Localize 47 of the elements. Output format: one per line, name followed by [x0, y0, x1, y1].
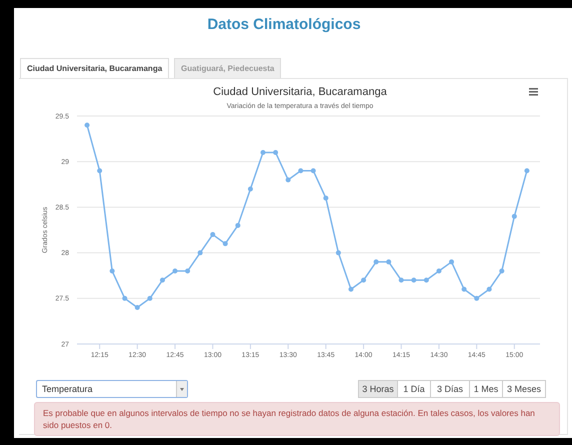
point	[386, 259, 392, 264]
text: Temperatura	[36, 380, 188, 398]
point	[198, 250, 203, 256]
point	[449, 259, 454, 264]
point	[147, 296, 152, 301]
point	[424, 278, 429, 283]
point	[524, 168, 530, 174]
text: Guatiguará, Piedecuesta	[174, 58, 282, 79]
point	[499, 268, 504, 274]
point	[160, 278, 165, 283]
point	[248, 186, 253, 192]
point	[462, 286, 467, 292]
point	[97, 168, 102, 174]
text: Ciudad Universitaria, Bucaramanga	[20, 58, 170, 79]
point	[134, 305, 140, 310]
point	[374, 259, 379, 264]
point	[310, 168, 316, 174]
point	[436, 268, 442, 274]
point	[398, 278, 404, 283]
point	[486, 286, 492, 292]
point	[210, 232, 216, 238]
point	[273, 150, 278, 155]
point	[84, 122, 90, 128]
point	[336, 250, 341, 256]
point	[348, 286, 354, 292]
text: Es probable que en algunos intervalos de tiempo no se hayan registrado datos de alguna estación. En tales casos, los valores han sido puestos en 0.	[34, 402, 560, 436]
point	[185, 268, 190, 274]
point	[512, 214, 517, 219]
point	[172, 268, 178, 274]
text: 3 Días	[430, 380, 470, 398]
point	[474, 296, 480, 301]
point	[260, 150, 266, 155]
text: 1 Mes	[469, 380, 503, 398]
text: 1 Día	[397, 380, 431, 398]
point	[110, 268, 115, 274]
chart-title: Ciudad Universitaria, Bucaramanga	[213, 86, 388, 98]
point	[122, 296, 128, 301]
point	[323, 196, 328, 201]
point	[235, 222, 240, 228]
point	[298, 168, 304, 174]
text: 3 Meses	[502, 380, 546, 398]
point	[222, 241, 228, 246]
point	[411, 278, 416, 283]
point	[361, 278, 366, 283]
text: Datos Climatológicos	[206, 16, 362, 33]
point	[286, 177, 291, 182]
text: 3 Horas	[358, 380, 398, 398]
